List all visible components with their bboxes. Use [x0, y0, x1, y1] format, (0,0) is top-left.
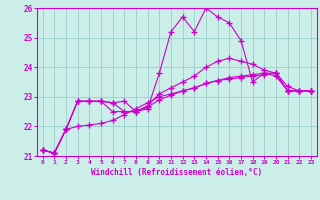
X-axis label: Windchill (Refroidissement éolien,°C): Windchill (Refroidissement éolien,°C) [91, 168, 262, 177]
